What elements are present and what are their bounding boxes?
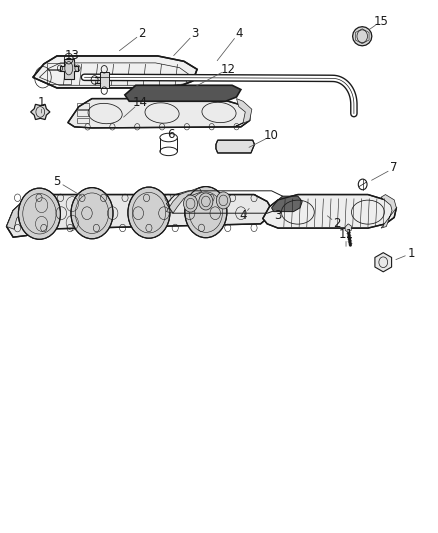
Text: 12: 12 bbox=[220, 63, 235, 76]
Polygon shape bbox=[33, 56, 197, 88]
Circle shape bbox=[128, 187, 170, 238]
Circle shape bbox=[216, 192, 230, 209]
Text: 11: 11 bbox=[339, 228, 353, 241]
Circle shape bbox=[185, 187, 227, 238]
Text: 3: 3 bbox=[191, 27, 198, 39]
Polygon shape bbox=[166, 188, 201, 213]
Text: 6: 6 bbox=[167, 128, 175, 141]
Text: 1: 1 bbox=[38, 96, 46, 109]
Text: 13: 13 bbox=[65, 50, 80, 62]
Text: 2: 2 bbox=[138, 27, 146, 39]
Polygon shape bbox=[100, 72, 109, 88]
Polygon shape bbox=[31, 104, 50, 119]
Text: 4: 4 bbox=[239, 209, 247, 222]
Polygon shape bbox=[375, 253, 392, 272]
Text: 4: 4 bbox=[235, 27, 243, 39]
Text: 7: 7 bbox=[390, 161, 398, 174]
Bar bbox=[77, 110, 89, 116]
Circle shape bbox=[18, 188, 60, 239]
Polygon shape bbox=[125, 85, 241, 101]
Text: 2: 2 bbox=[333, 217, 341, 230]
Bar bbox=[77, 118, 89, 123]
Circle shape bbox=[71, 188, 113, 239]
Circle shape bbox=[184, 195, 198, 212]
Bar bbox=[47, 63, 71, 69]
Polygon shape bbox=[7, 195, 35, 229]
Polygon shape bbox=[263, 195, 396, 228]
Polygon shape bbox=[345, 224, 351, 232]
Text: 1: 1 bbox=[408, 247, 416, 260]
Circle shape bbox=[199, 193, 213, 210]
Text: 15: 15 bbox=[374, 15, 389, 28]
Text: 5: 5 bbox=[53, 175, 60, 188]
Bar bbox=[77, 103, 89, 109]
Bar bbox=[47, 70, 71, 84]
Polygon shape bbox=[216, 140, 254, 153]
Polygon shape bbox=[7, 195, 272, 237]
Polygon shape bbox=[60, 59, 78, 79]
Polygon shape bbox=[234, 99, 252, 127]
Polygon shape bbox=[353, 27, 372, 46]
Polygon shape bbox=[68, 99, 250, 128]
Polygon shape bbox=[272, 196, 302, 212]
Text: 14: 14 bbox=[133, 96, 148, 109]
Polygon shape bbox=[381, 195, 396, 228]
Text: 10: 10 bbox=[264, 130, 279, 142]
Text: 3: 3 bbox=[275, 209, 282, 222]
